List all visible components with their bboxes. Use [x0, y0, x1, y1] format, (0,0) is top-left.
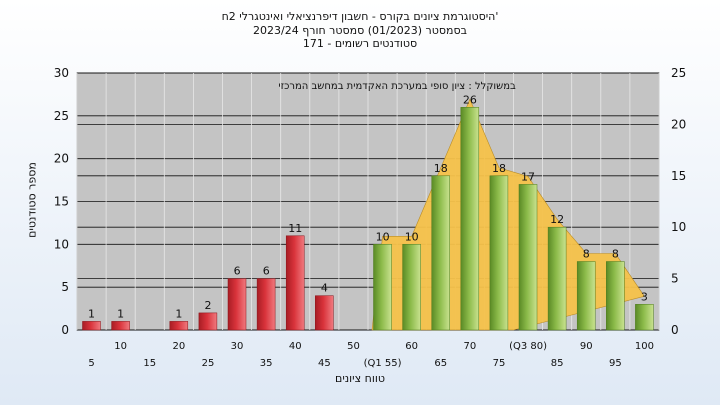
x-tick-label-lower: 45 [318, 358, 331, 369]
x-tick-label-lower: 75 [493, 358, 506, 369]
x-tick-label-upper: 60 [405, 341, 418, 352]
x-axis-label: טווח ציונים [335, 372, 385, 385]
bar-value-label: 6 [263, 265, 270, 278]
x-tick-label-lower: 15 [143, 358, 156, 369]
x-tick-label-upper: (Q3 80) [509, 341, 547, 352]
histogram-bar [518, 184, 538, 331]
histogram-bar [198, 312, 218, 331]
y-tick-label-right: 20 [671, 117, 686, 131]
histogram-bar [635, 304, 654, 331]
histogram-bar [256, 278, 276, 331]
chart-title-line-1: 'היסטוגרמת ציונים בקורס - חשבון דיפרנציא… [221, 10, 499, 23]
histogram-bar [547, 226, 567, 331]
x-tick-label-lower: 95 [609, 358, 622, 369]
histogram-bar [460, 107, 480, 331]
x-tick-label-lower: 35 [260, 358, 273, 369]
histogram-bar [111, 321, 130, 331]
bar-value-label: 1 [117, 307, 124, 320]
chart-title-line-3: סטודנטים רשומים - 171 [302, 37, 418, 50]
histogram-bar [431, 175, 450, 331]
bar-value-label: 12 [550, 213, 564, 226]
bar-value-label: 1 [175, 307, 182, 320]
x-tick-label-upper: 100 [635, 341, 654, 352]
x-tick-label-lower: (Q1 55) [364, 358, 402, 369]
plot-annotation: במשוקלל : ציון סופי במערכת האקדמית במחשב… [278, 81, 516, 92]
x-tick-label-lower: 85 [551, 358, 564, 369]
y-tick-label-left: 5 [61, 280, 69, 294]
chart-title-line-2: בסמסטר (01/2023) סמסטר חורף 2023/24 [253, 24, 467, 37]
histogram-bar [489, 175, 509, 331]
x-tick-label-upper: 10 [114, 341, 127, 352]
x-tick-label-upper: 40 [289, 341, 302, 352]
x-tick-label-upper: 50 [347, 341, 360, 352]
histogram-bar [315, 295, 334, 331]
bar-value-label: 18 [492, 162, 506, 175]
histogram-bar [285, 235, 305, 331]
histogram-bar [402, 244, 421, 331]
histogram-bar [373, 244, 392, 331]
y-tick-label-right: 25 [671, 66, 686, 80]
y-tick-label-right: 5 [671, 272, 679, 286]
x-tick-label-lower: 5 [88, 358, 94, 369]
x-tick-label-upper: 90 [580, 341, 593, 352]
y-tick-label-right: 10 [671, 220, 686, 234]
histogram-bar [169, 321, 189, 331]
bar-value-label: 8 [583, 248, 590, 261]
y-tick-label-right: 15 [671, 169, 686, 183]
bar-value-label: 10 [405, 230, 419, 243]
bar-value-label: 8 [612, 248, 619, 261]
y-tick-label-left: 0 [61, 323, 69, 337]
y-tick-label-left: 20 [54, 152, 69, 166]
y-tick-label-left: 25 [54, 109, 69, 123]
y-tick-label-left: 15 [54, 195, 69, 209]
bar-value-label: 11 [288, 222, 302, 235]
y-axis-label: מספר סטודנטים [25, 162, 39, 238]
histogram-bar [576, 261, 596, 331]
histogram-bar [227, 278, 247, 331]
bar-value-label: 1 [88, 307, 95, 320]
x-tick-label-lower: 25 [202, 358, 215, 369]
bar-value-label: 18 [434, 162, 448, 175]
bar-value-label: 6 [234, 265, 241, 278]
x-tick-label-upper: 20 [172, 341, 185, 352]
y-tick-label-left: 10 [54, 237, 69, 251]
bar-value-label: 10 [376, 230, 390, 243]
bar-value-label: 17 [521, 170, 535, 183]
histogram-bar [82, 321, 101, 331]
y-tick-label-right: 0 [671, 323, 679, 337]
bar-value-label: 26 [463, 93, 477, 106]
x-tick-label-upper: 30 [231, 341, 244, 352]
bar-value-label: 3 [641, 290, 648, 303]
x-tick-label-lower: 65 [434, 358, 447, 369]
x-tick-label-upper: 70 [463, 341, 476, 352]
bar-value-label: 4 [321, 282, 328, 295]
bar-value-label: 2 [205, 299, 212, 312]
y-tick-label-left: 30 [54, 66, 69, 80]
histogram-bar [606, 261, 625, 331]
